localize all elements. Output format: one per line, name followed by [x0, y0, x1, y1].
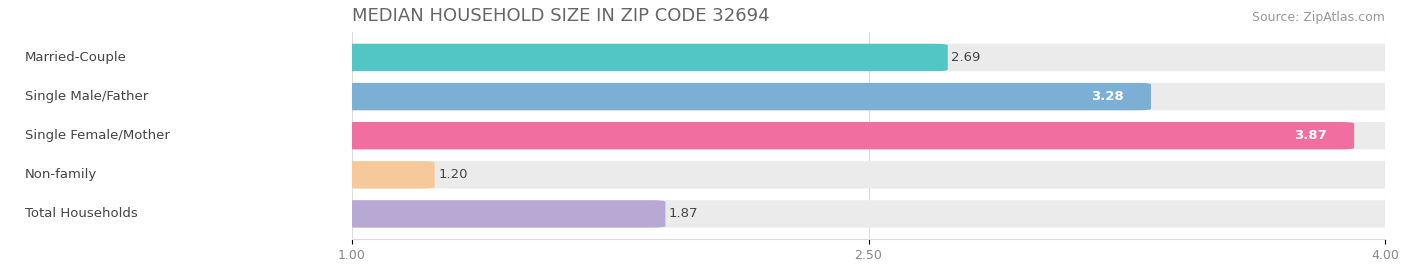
FancyBboxPatch shape	[0, 122, 1399, 149]
FancyBboxPatch shape	[0, 83, 1399, 110]
Text: 1.87: 1.87	[669, 207, 699, 220]
FancyBboxPatch shape	[0, 44, 1399, 71]
FancyBboxPatch shape	[0, 200, 665, 228]
Text: 1.20: 1.20	[439, 168, 468, 181]
FancyBboxPatch shape	[0, 44, 948, 71]
Text: Single Female/Mother: Single Female/Mother	[25, 129, 170, 142]
Text: Married-Couple: Married-Couple	[25, 51, 127, 64]
FancyBboxPatch shape	[0, 200, 1399, 228]
Text: Non-family: Non-family	[25, 168, 97, 181]
Text: 3.87: 3.87	[1294, 129, 1327, 142]
FancyBboxPatch shape	[0, 83, 1152, 110]
Text: MEDIAN HOUSEHOLD SIZE IN ZIP CODE 32694: MEDIAN HOUSEHOLD SIZE IN ZIP CODE 32694	[352, 7, 769, 25]
FancyBboxPatch shape	[0, 161, 434, 189]
Text: Source: ZipAtlas.com: Source: ZipAtlas.com	[1251, 11, 1385, 24]
Text: 3.28: 3.28	[1091, 90, 1123, 103]
Text: Single Male/Father: Single Male/Father	[25, 90, 148, 103]
FancyBboxPatch shape	[0, 161, 1399, 189]
Text: Total Households: Total Households	[25, 207, 138, 220]
FancyBboxPatch shape	[0, 122, 1354, 149]
Text: 2.69: 2.69	[952, 51, 980, 64]
